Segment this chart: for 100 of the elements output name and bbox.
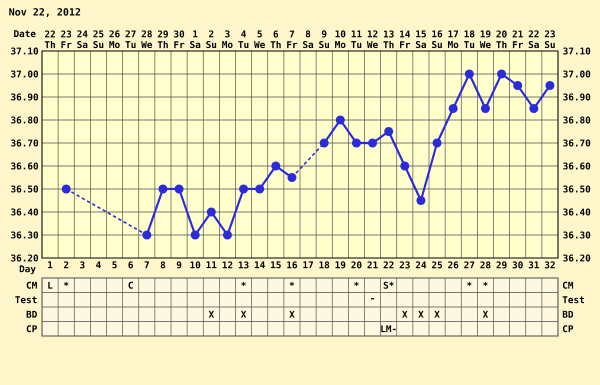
x2-tick-label: 15 Sa xyxy=(416,30,426,48)
y-tick-label: 36.80 xyxy=(11,116,38,124)
x-tick-label: 20 xyxy=(351,261,362,268)
point xyxy=(368,138,378,148)
point xyxy=(174,184,184,194)
x2-tick-label: 27 Tu xyxy=(125,30,136,48)
point xyxy=(352,138,361,148)
point xyxy=(384,126,394,136)
y-tick-label: CM xyxy=(562,282,574,289)
point xyxy=(480,104,490,114)
point xyxy=(497,69,506,79)
text: * xyxy=(354,282,359,286)
x-tick-label: 30 xyxy=(512,261,523,268)
point xyxy=(271,161,280,171)
x2-tick-label: 24 Sa xyxy=(77,30,88,48)
point xyxy=(62,184,71,194)
point xyxy=(287,172,296,182)
x2-tick-label: 23 Fr xyxy=(61,30,72,48)
x-axis-title: Day xyxy=(20,265,36,274)
x2-tick-label: 18 Tu xyxy=(464,30,474,48)
text: - xyxy=(371,298,374,300)
text: X xyxy=(208,310,214,318)
y-tick-label: 36.50 xyxy=(11,185,38,193)
y-tick-label: 36.60 xyxy=(11,162,38,170)
x2-tick-label: 5 We xyxy=(254,30,265,48)
x2-tick-label: 8 Sa xyxy=(303,30,314,48)
x-tick-label: 23 xyxy=(400,261,410,268)
y-tick-label: 36.70 xyxy=(11,139,38,147)
text: X xyxy=(482,310,488,318)
x-tick-label: 19 xyxy=(336,261,346,268)
point xyxy=(320,138,329,148)
x2-tick-label: 28 We xyxy=(141,30,152,48)
x-tick-label: 6 xyxy=(128,261,133,268)
x-tick-label: 26 xyxy=(448,261,458,268)
x-tick-label: 24 xyxy=(416,261,426,268)
text: X xyxy=(240,310,246,318)
x2-tick-label: 20 Th xyxy=(496,30,507,48)
point xyxy=(255,184,264,194)
x-tick-label: 25 xyxy=(432,261,442,268)
text: X xyxy=(402,310,408,318)
x-tick-label: 3 xyxy=(80,261,85,268)
x-tick-label: 14 xyxy=(254,261,265,268)
x2-tick-label: 3 Mo xyxy=(222,30,233,48)
point xyxy=(206,207,216,217)
x-tick-label: 16 xyxy=(287,261,298,268)
x-tick-label: 8 xyxy=(160,261,166,268)
text: * xyxy=(64,282,68,286)
x2-tick-label: 29 Th xyxy=(158,30,168,48)
y-tick-label: 36.30 xyxy=(11,231,38,239)
y-tick-label: BD xyxy=(562,310,574,318)
y-tick-label: CP xyxy=(562,325,574,332)
x2-tick-label: 4 Tu xyxy=(238,30,248,48)
x-tick-label: 32 xyxy=(544,261,555,268)
x-tick-label: 12 xyxy=(222,261,232,268)
x-tick-label: 1 xyxy=(48,261,52,268)
text: X xyxy=(289,310,295,318)
x2-tick-label: 2 Su xyxy=(206,30,216,48)
text: * xyxy=(483,282,488,286)
point xyxy=(545,80,554,90)
x-tick-label: 7 xyxy=(144,261,149,268)
x-tick-label: 27 xyxy=(464,261,474,268)
x2-tick-label: 9 Su xyxy=(319,30,330,48)
x-tick-label: 17 xyxy=(303,261,313,268)
x-tick-label: 21 xyxy=(367,261,378,268)
point xyxy=(239,184,248,194)
x-tick-label: 4 xyxy=(96,261,101,268)
y-tick-label: 37.10 xyxy=(11,47,38,55)
point xyxy=(190,230,200,240)
point xyxy=(416,196,426,206)
x2-tick-label: 11 Tu xyxy=(351,30,362,48)
y-tick-label: 36.40 xyxy=(11,208,38,216)
y-tick-label: Test xyxy=(562,296,584,304)
x-tick-label: 5 xyxy=(112,261,117,268)
x2-tick-label: 7 Fr xyxy=(287,30,298,48)
x2-tick-label: 22 Th xyxy=(44,30,55,48)
x-tick-label: 31 xyxy=(528,261,539,268)
point xyxy=(448,104,458,114)
x2-tick-label: 30 Fr xyxy=(174,30,184,48)
x2-tick-label: 13 Th xyxy=(383,30,394,48)
x2-tick-label: 23 Su xyxy=(544,30,555,48)
text: C xyxy=(128,282,133,289)
point xyxy=(142,230,152,240)
x-tick-label: 2 xyxy=(64,261,68,268)
text: L xyxy=(48,282,53,289)
point xyxy=(432,138,442,148)
x2-tick-label: 16 Su xyxy=(432,30,442,48)
y-tick-label: 37.00 xyxy=(11,70,38,78)
x2-tick-label: 1 Sa xyxy=(190,30,200,48)
x2-tick-label: 21 Fr xyxy=(512,30,523,48)
x2-tick-label: 19 We xyxy=(480,30,491,48)
x-tick-label: 28 xyxy=(480,261,490,268)
point xyxy=(464,69,474,79)
x2-tick-label: 10 Mo xyxy=(335,30,346,48)
x-tick-label: 29 xyxy=(496,261,507,268)
point xyxy=(336,115,345,125)
x2-tick-label: 25 Su xyxy=(93,30,104,48)
y-tick-label: 36.20 xyxy=(11,254,38,262)
point xyxy=(158,184,168,194)
text: * xyxy=(290,282,294,286)
point xyxy=(222,230,232,240)
